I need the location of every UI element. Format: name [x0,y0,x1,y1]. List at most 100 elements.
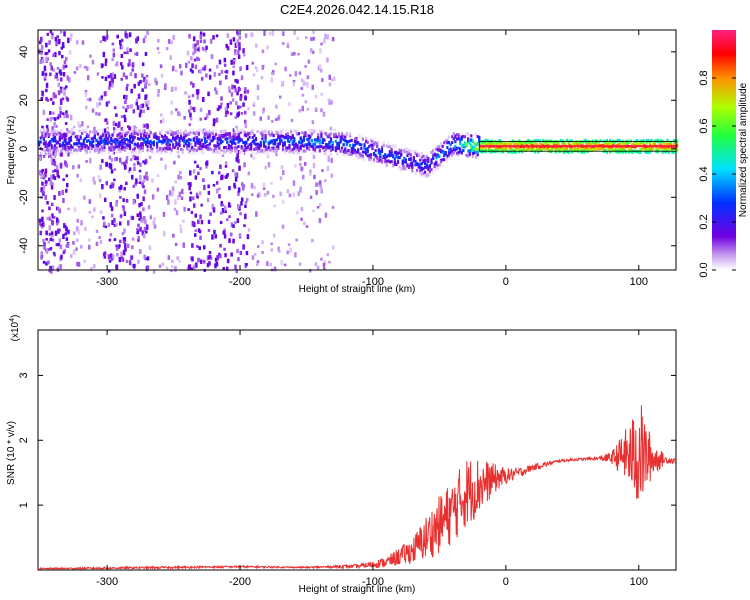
ridge-cell [353,143,356,147]
spectrogram-cell [289,74,292,77]
ridge-cell [422,154,425,158]
spectrogram-cell [194,229,198,233]
ridge-cell [432,153,435,157]
ridge-cell [47,133,50,137]
ridge-cell [372,141,376,145]
spectrogram-cell [63,87,66,91]
ridge-cell [618,139,621,142]
spectrogram-cell [282,169,285,176]
ridge-cell [69,145,73,149]
ridge-cell [66,149,69,153]
ridge-cell [61,128,65,132]
spectrogram-cell [86,66,89,71]
spectrogram-cell [83,65,87,69]
spectrogram-cell [250,32,253,37]
ridge-cell [65,147,68,151]
spectrogram-cell [128,167,132,172]
y-tick-label: 3 [18,372,30,378]
ridge-cell [52,139,55,143]
ridge-cell [87,146,90,150]
ridge-cell [384,159,387,163]
ridge-cell [168,128,171,132]
ridge-cell [470,146,473,150]
ridge-cell [125,129,128,133]
ridge-cell [390,160,393,164]
spectrogram-cell [143,233,146,239]
spectrogram-cell [139,249,142,255]
spectrogram-cell [206,198,210,203]
spectrogram-cell [49,238,52,242]
spectrogram-cell [133,265,136,271]
snr-x-ticks: -300 -200 -100 0 100 [96,330,648,588]
ridge-cell [548,149,551,153]
spectrogram-cell [199,31,203,37]
ridge-cell [396,151,400,155]
spectrogram-cell [306,107,309,111]
spectrogram-cell [134,52,137,56]
ridge-cell [267,130,270,134]
ridge-cell [113,130,116,133]
spectrogram-cell [79,145,82,149]
ridge-cell [111,139,114,143]
spectrogram-cell [197,57,201,62]
spectrogram-cell [44,195,47,200]
spectrogram-cell [216,107,220,111]
ridge-cell [597,141,600,145]
ridge-cell [478,137,481,141]
ridge-cell [609,150,612,154]
spectrogram-cell [204,135,207,139]
ridge-cell [52,133,55,137]
spectrogram-cell [240,75,244,81]
ridge-cell [89,142,92,145]
spectrogram-cell [128,126,132,131]
spectrogram-cell [229,42,233,45]
ridge-cell [191,128,194,132]
ridge-cell [347,153,350,156]
spectrogram-cell [107,269,111,273]
ridge-cell [379,149,382,153]
ridge-cell [285,148,288,152]
spectrogram-cell [118,157,122,163]
ridge-cell [565,150,569,154]
ridge-cell [384,156,387,160]
ridge-cell [162,135,165,139]
spectrogram-cell [279,95,282,99]
spectrogram-cell [241,182,244,187]
ridge-cell [117,147,120,151]
spectrogram-cell [45,42,48,48]
colorbar-tick-label: 0.2 [698,214,710,229]
spectrogram-cell [284,66,287,72]
spectrogram-cell [118,244,121,248]
ridge-cell [452,137,455,141]
ridge-cell [251,128,254,132]
y-tick-label: 0 [18,146,30,152]
ridge-cell [302,144,305,148]
ridge-cell [577,141,580,145]
ridge-cell [42,142,45,146]
ridge-cell [666,143,669,147]
ridge-cell [660,146,663,150]
spectrogram-cell [232,65,235,69]
ridge-cell [76,151,79,155]
ridge-cell [570,139,573,143]
spectrogram-cell [322,111,326,117]
spectrogram-cell [61,189,64,196]
ridge-cell [199,144,202,148]
spectrogram-cell [190,210,194,215]
spectrogram-cell [272,194,275,198]
ridge-cell [481,146,484,150]
spectrogram-cell [48,225,51,231]
ridge-cell [293,139,296,143]
ridge-cell [430,172,433,176]
spectrogram-cell [320,188,323,194]
ridge-cell [315,129,318,133]
ridge-cell [540,147,543,150]
spectrogram-cell [222,230,225,235]
ridge-cell [84,137,87,140]
spectrogram-cell [298,262,302,266]
ridge-cell [202,145,205,149]
spectrogram-cell [50,185,54,190]
ridge-cell [202,143,205,146]
ridge-cell [144,143,148,147]
